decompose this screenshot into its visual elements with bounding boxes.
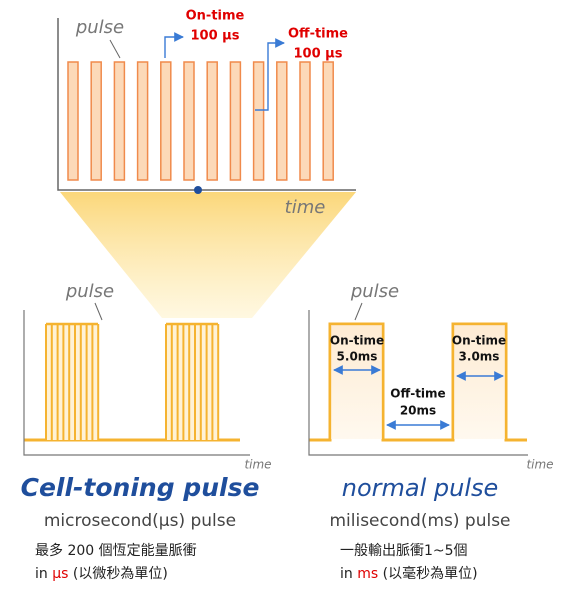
pulse-bar: [90, 61, 102, 181]
annotation-label: On-time: [452, 334, 506, 348]
pulse-bar: [136, 61, 149, 181]
pulse-fill: [454, 325, 505, 439]
pulse-bar: [166, 324, 219, 440]
off-time-value: 100 μs: [294, 47, 343, 62]
off-time-arrow: [255, 38, 285, 111]
time-label: time: [244, 458, 271, 472]
text: in: [340, 566, 357, 582]
title: Cell-toning pulse: [21, 473, 260, 502]
subtitle: microsecond(μs) pulse: [44, 511, 236, 531]
pointer: [94, 302, 103, 321]
pulse-fill: [331, 325, 382, 439]
text: (以毫秒為單位): [378, 565, 477, 582]
annotation-label: Off-time: [390, 387, 445, 401]
text: in: [35, 566, 52, 582]
off-time-label: Off-time: [288, 27, 348, 42]
zoom-point: [194, 186, 202, 194]
pulse-bar: [160, 61, 172, 181]
text: (以微秒為單位): [68, 566, 167, 582]
right-axes: [308, 310, 528, 456]
pulse-label: pulse: [350, 281, 399, 302]
zoom-funnel: [60, 192, 356, 318]
pointer: [354, 302, 363, 321]
on-time-arrow: [164, 32, 184, 58]
unit-note: in μs (以微秒為單位): [35, 566, 168, 582]
pulse-label: pulse: [75, 17, 124, 38]
pulse-label: pulse: [65, 281, 114, 302]
subtitle: milisecond(ms) pulse: [329, 511, 510, 531]
top-axes: [57, 18, 356, 191]
pulse-bar: [276, 61, 288, 181]
annotation-value: 3.0ms: [459, 350, 500, 364]
time-label: time: [285, 197, 326, 218]
pulse-bar: [46, 324, 99, 440]
pulse-bar: [252, 61, 265, 181]
on-time-value: 100 μs: [191, 29, 240, 44]
unit-note: in ms (以毫秒為單位): [340, 565, 478, 582]
pulse-bar: [183, 61, 195, 181]
normal-pulse: [309, 322, 527, 442]
pulse-bar: [113, 61, 126, 181]
pulse-bar: [299, 61, 311, 181]
unit: ms: [357, 566, 378, 582]
annotation-value: 5.0ms: [337, 350, 378, 364]
on-time-label: On-time: [186, 9, 245, 24]
title: normal pulse: [342, 474, 499, 502]
left-axes: [23, 310, 250, 456]
pulse-bar: [67, 61, 79, 181]
pulse-bar: [206, 61, 218, 181]
annotation-value: 20ms: [400, 404, 436, 418]
description: 一般輸出脈衝1~5個: [340, 543, 468, 559]
pointer: [109, 39, 121, 59]
pulse-bar: [229, 61, 242, 181]
unit: μs: [52, 566, 68, 582]
time-label: time: [526, 458, 553, 472]
pulse-bar: [322, 61, 334, 181]
description: 最多 200 個恆定能量脈衝: [35, 542, 197, 559]
annotation-label: On-time: [330, 334, 384, 348]
